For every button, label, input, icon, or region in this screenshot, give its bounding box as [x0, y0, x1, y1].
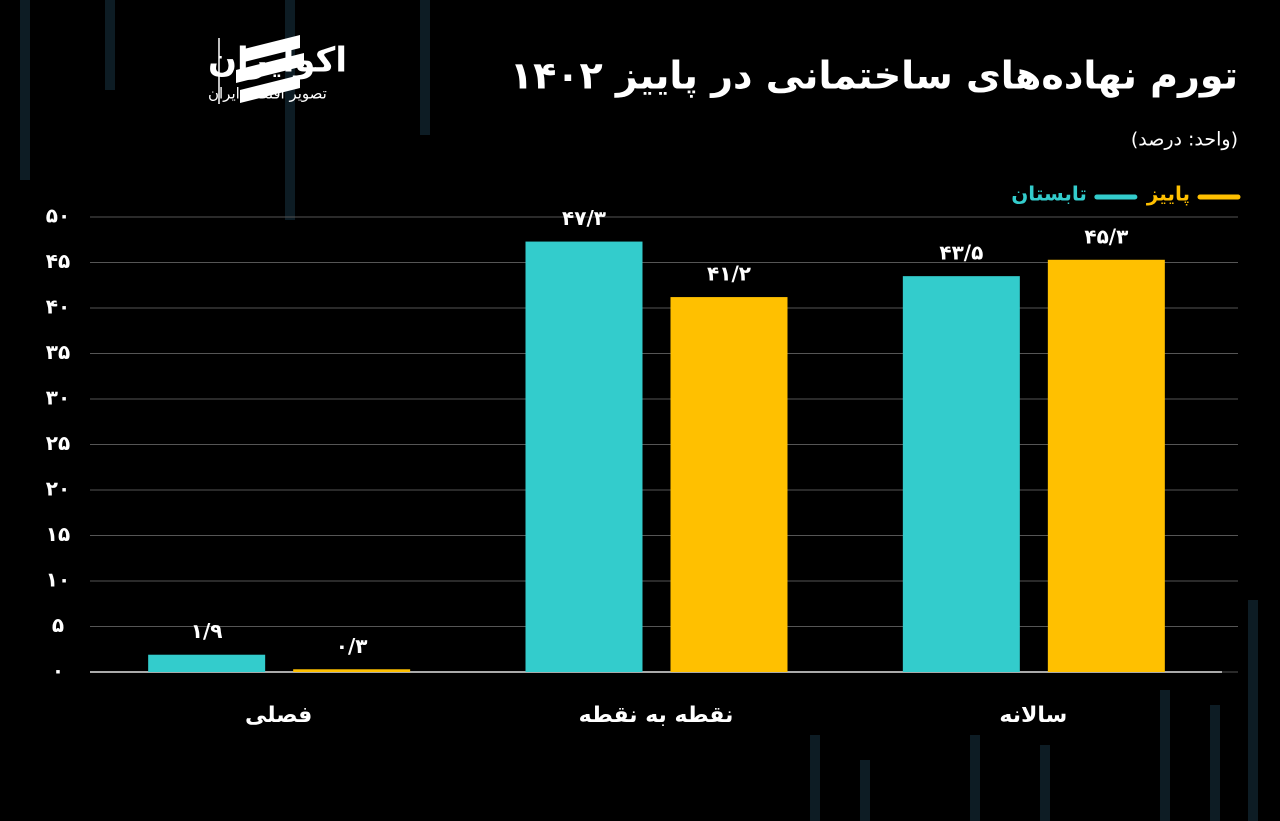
value-label: ۴۷/۳	[562, 206, 606, 230]
y-tick-label: ۳۰	[46, 386, 70, 410]
y-tick-label: ۵	[52, 613, 64, 637]
legend-label: تابستان	[1011, 182, 1087, 206]
bar	[293, 669, 411, 672]
x-tick-label: نقطه به نقطه	[579, 703, 734, 728]
y-tick-label: ۱۰	[46, 568, 70, 592]
chart-subtitle: (واحد: درصد)	[1131, 129, 1238, 151]
x-tick-label: فصلی	[245, 703, 312, 728]
logo: اکوایران تصویر اقتصاد ایران	[208, 35, 347, 104]
bar	[148, 654, 266, 672]
y-tick-label: ۴۰	[46, 295, 70, 319]
value-label: ۴۱/۲	[707, 262, 751, 286]
logo-name: اکوایران	[208, 41, 347, 81]
y-tick-label: ۵۰	[46, 204, 70, 228]
logo-tagline: تصویر اقتصاد ایران	[208, 85, 327, 103]
y-tick-label: ۱۵	[46, 522, 70, 546]
y-tick-label: ۰	[52, 659, 64, 683]
chart-title: تورم نهاده‌های ساختمانی در پاییز ۱۴۰۲	[510, 54, 1238, 99]
value-label: ۱/۹	[191, 619, 223, 643]
bar	[525, 241, 643, 672]
y-tick-label: ۴۵	[46, 249, 70, 273]
y-tick-label: ۲۵	[46, 431, 70, 455]
bar	[670, 297, 788, 672]
x-tick-label: سالانه	[999, 703, 1067, 728]
bar	[902, 276, 1020, 672]
value-label: ۴۵/۳	[1084, 224, 1128, 248]
value-label: ۰/۳	[336, 634, 368, 658]
y-tick-label: ۲۰	[46, 477, 70, 501]
background-decoration	[20, 0, 1258, 821]
logo-icon	[236, 35, 304, 103]
value-label: ۴۳/۵	[939, 241, 983, 265]
bar	[1047, 259, 1165, 672]
legend-label: پاییز	[1146, 182, 1190, 207]
y-tick-label: ۳۵	[46, 340, 70, 364]
